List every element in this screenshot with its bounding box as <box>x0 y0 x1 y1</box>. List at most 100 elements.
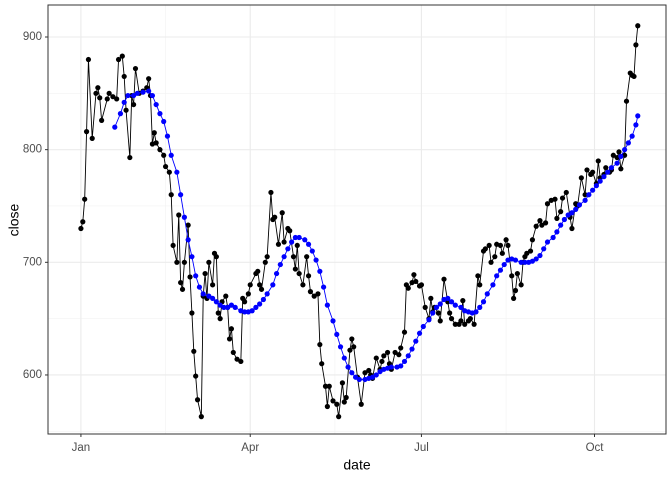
data-point <box>471 321 477 327</box>
data-point <box>185 222 191 228</box>
data-point <box>168 192 174 198</box>
data-point <box>322 383 329 389</box>
data-point <box>563 189 569 196</box>
data-point <box>369 374 376 380</box>
y-tick-label: 900 <box>23 31 42 43</box>
data-point <box>253 304 259 310</box>
data-point <box>433 304 440 310</box>
data-point <box>307 289 314 295</box>
data-point <box>270 282 276 288</box>
data-point <box>234 356 240 362</box>
data-point <box>262 259 268 265</box>
data-point <box>633 122 639 128</box>
data-point <box>127 154 133 161</box>
data-point <box>544 239 551 245</box>
data-point <box>193 373 199 379</box>
data-point <box>426 317 432 323</box>
data-point <box>503 237 509 243</box>
data-point <box>294 242 300 249</box>
data-point <box>392 349 398 356</box>
data-point <box>228 302 235 308</box>
data-point <box>522 259 528 265</box>
data-point <box>492 254 498 260</box>
data-point <box>582 192 588 198</box>
data-point <box>569 225 575 232</box>
data-point <box>258 286 265 292</box>
data-point <box>358 401 364 407</box>
data-point <box>541 246 547 252</box>
data-point <box>202 270 208 277</box>
data-point <box>223 293 229 299</box>
data-point <box>501 261 507 268</box>
data-point <box>554 215 560 221</box>
data-point <box>78 225 84 232</box>
data-point <box>512 257 519 263</box>
data-point <box>82 196 88 202</box>
data-point <box>292 234 298 241</box>
data-point <box>413 278 419 285</box>
data-point <box>110 94 116 100</box>
data-point <box>467 316 473 322</box>
data-point <box>225 304 231 310</box>
data-point <box>189 254 195 260</box>
data-point <box>217 316 223 322</box>
data-point <box>537 252 543 259</box>
data-point <box>321 284 327 290</box>
data-point <box>119 53 125 59</box>
data-point <box>603 165 609 171</box>
data-point <box>206 293 212 299</box>
data-point <box>132 65 139 72</box>
data-point <box>125 92 131 99</box>
data-point <box>518 282 524 288</box>
data-point <box>396 352 402 358</box>
data-point <box>422 304 428 310</box>
data-point <box>533 256 539 262</box>
x-tick-label: Oct <box>586 442 605 454</box>
data-point <box>341 399 347 405</box>
data-point <box>601 174 607 180</box>
data-point <box>196 284 203 290</box>
data-point <box>213 254 219 260</box>
data-point <box>319 361 325 367</box>
data-point <box>275 241 282 247</box>
data-point <box>381 353 387 359</box>
data-point <box>437 301 443 307</box>
data-point <box>384 349 391 356</box>
data-point <box>193 273 199 279</box>
data-point <box>181 259 187 265</box>
data-point <box>221 304 227 310</box>
data-point <box>179 286 186 292</box>
data-point <box>115 56 122 63</box>
data-point <box>174 169 180 175</box>
data-point <box>514 270 520 277</box>
data-point <box>420 323 426 330</box>
data-point <box>529 237 536 243</box>
data-point <box>247 282 253 288</box>
x-axis-title: date <box>343 457 370 473</box>
data-point <box>605 169 611 175</box>
data-point <box>614 160 620 166</box>
data-point <box>121 73 127 80</box>
data-point <box>257 301 263 307</box>
data-point <box>629 133 635 139</box>
y-tick-label: 700 <box>23 256 42 268</box>
data-point <box>610 152 616 158</box>
data-point <box>330 318 336 324</box>
data-point <box>460 298 466 304</box>
data-point <box>584 167 590 173</box>
data-point <box>104 96 110 102</box>
panel-border <box>47 4 667 435</box>
data-point <box>448 299 455 305</box>
data-point <box>590 169 596 175</box>
data-point <box>409 346 415 352</box>
data-point <box>544 201 551 207</box>
data-point <box>228 326 235 332</box>
data-point <box>238 358 244 365</box>
x-tick-label: Apr <box>241 442 259 454</box>
data-point <box>499 250 505 256</box>
data-point <box>334 331 340 338</box>
data-point <box>123 107 129 113</box>
data-point <box>458 304 464 310</box>
data-point <box>317 341 323 348</box>
data-point <box>324 403 330 410</box>
